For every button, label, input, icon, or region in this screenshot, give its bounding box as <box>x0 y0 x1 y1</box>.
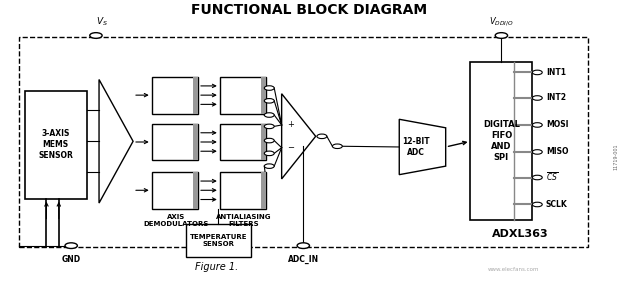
Text: FUNCTIONAL BLOCK DIAGRAM: FUNCTIONAL BLOCK DIAGRAM <box>191 3 428 17</box>
Circle shape <box>264 86 274 90</box>
Bar <box>261 77 266 114</box>
Bar <box>220 124 266 160</box>
Circle shape <box>532 123 542 127</box>
Bar <box>152 124 198 160</box>
Text: GND: GND <box>62 255 80 264</box>
Bar <box>186 224 251 257</box>
Text: DIGITAL
FIFO
AND
SPI: DIGITAL FIFO AND SPI <box>483 120 520 162</box>
Text: 11719-001: 11719-001 <box>613 143 618 170</box>
Text: ANTIALIASING
FILTERS: ANTIALIASING FILTERS <box>215 214 271 227</box>
Text: SCLK: SCLK <box>546 200 568 209</box>
Circle shape <box>264 151 274 156</box>
Text: MISO: MISO <box>546 147 568 156</box>
Bar <box>152 77 198 114</box>
Circle shape <box>264 113 274 117</box>
Text: INT2: INT2 <box>546 93 566 103</box>
Circle shape <box>532 96 542 100</box>
Text: +: + <box>287 120 295 130</box>
Polygon shape <box>399 119 446 175</box>
Text: −: − <box>287 143 295 152</box>
Circle shape <box>264 164 274 168</box>
Circle shape <box>65 243 77 248</box>
Circle shape <box>90 33 102 38</box>
Bar <box>193 172 198 209</box>
Circle shape <box>332 144 342 149</box>
Text: $V_S$: $V_S$ <box>96 16 108 28</box>
Text: 12-BIT
ADC: 12-BIT ADC <box>402 137 430 157</box>
Text: INT1: INT1 <box>546 68 566 77</box>
Bar <box>193 77 198 114</box>
Circle shape <box>317 134 327 139</box>
Circle shape <box>532 175 542 180</box>
Bar <box>193 124 198 160</box>
Text: AXIS
DEMODULATORS: AXIS DEMODULATORS <box>144 214 209 227</box>
Text: MOSI: MOSI <box>546 120 568 130</box>
Text: ADC_IN: ADC_IN <box>288 255 319 264</box>
Bar <box>220 172 266 209</box>
Circle shape <box>297 243 310 248</box>
Circle shape <box>264 124 274 129</box>
Bar <box>220 77 266 114</box>
Circle shape <box>495 33 508 38</box>
Text: TEMPERATURE
SENSOR: TEMPERATURE SENSOR <box>189 234 247 247</box>
Bar <box>25 91 87 199</box>
Text: ADXL363: ADXL363 <box>491 229 548 239</box>
Circle shape <box>264 99 274 103</box>
Circle shape <box>532 150 542 154</box>
Bar <box>152 172 198 209</box>
Text: www.elecfans.com: www.elecfans.com <box>488 267 540 272</box>
Circle shape <box>264 138 274 143</box>
Circle shape <box>532 70 542 75</box>
Text: 3-AXIS
MEMS
SENSOR: 3-AXIS MEMS SENSOR <box>38 129 73 160</box>
Text: $\overline{CS}$: $\overline{CS}$ <box>546 172 558 183</box>
Bar <box>261 124 266 160</box>
Text: Figure 1.: Figure 1. <box>195 262 238 272</box>
Circle shape <box>532 202 542 207</box>
Bar <box>19 37 588 247</box>
Bar <box>470 62 532 220</box>
Text: $V_{DD I/O}$: $V_{DD I/O}$ <box>489 16 514 28</box>
Bar <box>261 172 266 209</box>
